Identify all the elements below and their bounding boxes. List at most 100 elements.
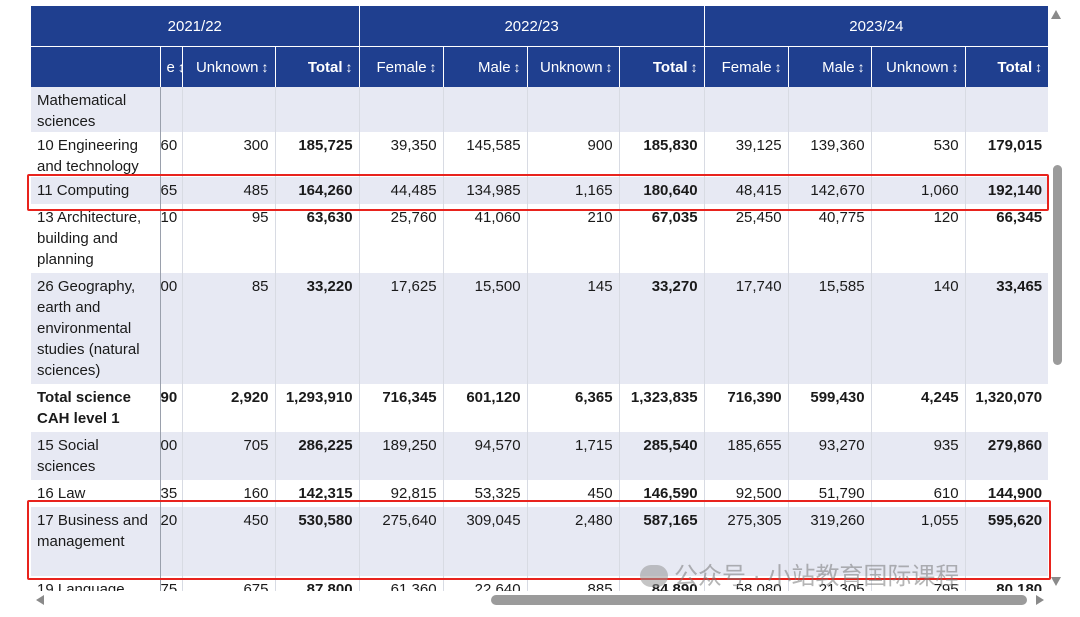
col-header-total-2023-24[interactable]: Total ↕ [964, 46, 1048, 87]
col-header-label: Unknown [886, 58, 949, 76]
col-header-unknown-2022-23[interactable]: Unknown ↕ [526, 46, 620, 87]
col-header-unknown-2021-22[interactable]: Unknown ↕ [181, 46, 275, 87]
value-cell: 87,800 [274, 576, 360, 591]
column-header-row: e↕ Unknown↕ Total↕ Female↕ Male↕ Unknown… [31, 46, 1048, 87]
value-cell: 51,790 [787, 480, 872, 507]
horizontal-scroll-thumb[interactable] [491, 595, 1027, 605]
value-cell: 4,245 [870, 384, 966, 432]
subject-cell: 10 Engineering and technology [37, 137, 139, 175]
value-cell [703, 87, 789, 132]
value-cell: 85 [181, 273, 275, 384]
sort-icon: ↕ [857, 58, 865, 75]
value-cell: 716,345 [358, 384, 444, 432]
value-cell: 92,500 [703, 480, 789, 507]
value-cell: 61,360 [358, 576, 444, 591]
col-header-male-2023-24[interactable]: Male ↕ [787, 46, 872, 87]
value-cell [964, 87, 1048, 132]
value-cell: 15,500 [442, 273, 528, 384]
col-header-unknown-2023-24[interactable]: Unknown ↕ [870, 46, 966, 87]
value-cell: 716,390 [703, 384, 789, 432]
col-header-total-2021-22[interactable]: Total ↕ [274, 46, 360, 87]
value-cell: 189,250 [358, 432, 444, 480]
value-cell: 142,315 [274, 480, 360, 507]
value-cell: 275,640 [358, 507, 444, 576]
value-cell: 1,293,910 [274, 384, 360, 432]
col-header-label: Total [307, 58, 343, 76]
value-cell: 164,260 [274, 177, 360, 204]
sort-icon: ↕ [429, 58, 437, 75]
value-cell: 41,060 [442, 204, 528, 273]
value-cell: 75 [159, 576, 182, 591]
wechat-icon [640, 565, 668, 587]
value-cell: 935 [870, 432, 966, 480]
value-cell: 6,365 [526, 384, 620, 432]
scroll-right-arrow-icon[interactable] [1036, 595, 1044, 605]
value-cell: 10 [159, 204, 182, 273]
student-enrolment-table: 2021/22 2022/23 2023/24 e↕ Unknown↕ Tota… [31, 6, 1048, 591]
table-row: 10 Engineering and technology 60 300 185,72… [31, 132, 1048, 177]
table-row: 17 Business and management 20 450 530,580 27… [31, 507, 1048, 576]
col-header-female-2022-23[interactable]: Female ↕ [358, 46, 444, 87]
value-cell: 485 [181, 177, 275, 204]
value-cell: 93,270 [787, 432, 872, 480]
value-cell: 40,775 [787, 204, 872, 273]
value-cell: 92,815 [358, 480, 444, 507]
value-cell: 885 [526, 576, 620, 591]
col-header-label: Female [376, 58, 427, 76]
value-cell: 210 [526, 204, 620, 273]
value-cell: 139,360 [787, 132, 872, 177]
subject-cell: Mathematical sciences [31, 87, 160, 132]
table-row: Total science CAH level 1 90 2,920 1,293,91… [31, 384, 1048, 432]
col-header-label: Male [478, 58, 511, 76]
value-cell: 142,670 [787, 177, 872, 204]
value-cell: 599,430 [787, 384, 872, 432]
value-cell [618, 87, 705, 132]
value-cell [159, 87, 182, 132]
watermark: 公众号 · 小站教育国际课程 [640, 556, 959, 591]
value-cell [870, 87, 966, 132]
value-cell: 53,325 [442, 480, 528, 507]
value-cell: 120 [870, 204, 966, 273]
table-row: 16 Law 35 160 142,315 92,815 53,325 450 146,590… [31, 480, 1048, 507]
subject-cell: 17 Business and management [31, 507, 160, 576]
value-cell: 65 [159, 177, 182, 204]
value-cell: 160 [181, 480, 275, 507]
value-cell: 39,350 [358, 132, 444, 177]
scroll-down-arrow-icon[interactable] [1051, 577, 1061, 586]
table-row: 11 Computing 65 485 164,260 44,485 134,985 1,1… [31, 177, 1048, 204]
value-cell: 25,450 [703, 204, 789, 273]
value-cell: 17,625 [358, 273, 444, 384]
value-cell [274, 87, 360, 132]
col-header-label: Male [822, 58, 855, 76]
col-header-male-2022-23[interactable]: Male ↕ [442, 46, 528, 87]
col-header-cut[interactable]: e↕ [159, 46, 182, 87]
scroll-left-arrow-icon[interactable] [36, 595, 44, 605]
value-cell: 675 [181, 576, 275, 591]
col-header-female-2023-24[interactable]: Female ↕ [703, 46, 789, 87]
col-header-cut-label: e [166, 58, 175, 76]
year-header-row: 2021/22 2022/23 2023/24 [31, 6, 1048, 47]
value-cell: 185,655 [703, 432, 789, 480]
value-cell: 39,125 [703, 132, 789, 177]
subject-cell: 19 Language [37, 581, 125, 591]
value-cell: 20 [159, 507, 182, 576]
value-cell: 185,725 [274, 132, 360, 177]
value-cell: 530 [870, 132, 966, 177]
col-header-total-2022-23[interactable]: Total ↕ [618, 46, 705, 87]
value-cell: 1,165 [526, 177, 620, 204]
col-header-label: Unknown [195, 58, 259, 76]
value-cell: 17,740 [703, 273, 789, 384]
value-cell: 22,640 [442, 576, 528, 591]
vertical-scroll-thumb[interactable] [1053, 165, 1062, 365]
value-cell: 00 [159, 432, 182, 480]
scroll-up-arrow-icon[interactable] [1051, 10, 1061, 19]
value-cell: 145 [526, 273, 620, 384]
value-cell: 33,465 [964, 273, 1048, 384]
value-cell: 63,630 [274, 204, 360, 273]
subject-cell: 16 Law [37, 485, 86, 502]
value-cell: 90 [159, 384, 182, 432]
value-cell: 285,540 [618, 432, 705, 480]
sort-icon: ↕ [178, 59, 182, 75]
value-cell: 279,860 [964, 432, 1048, 480]
value-cell [181, 87, 275, 132]
